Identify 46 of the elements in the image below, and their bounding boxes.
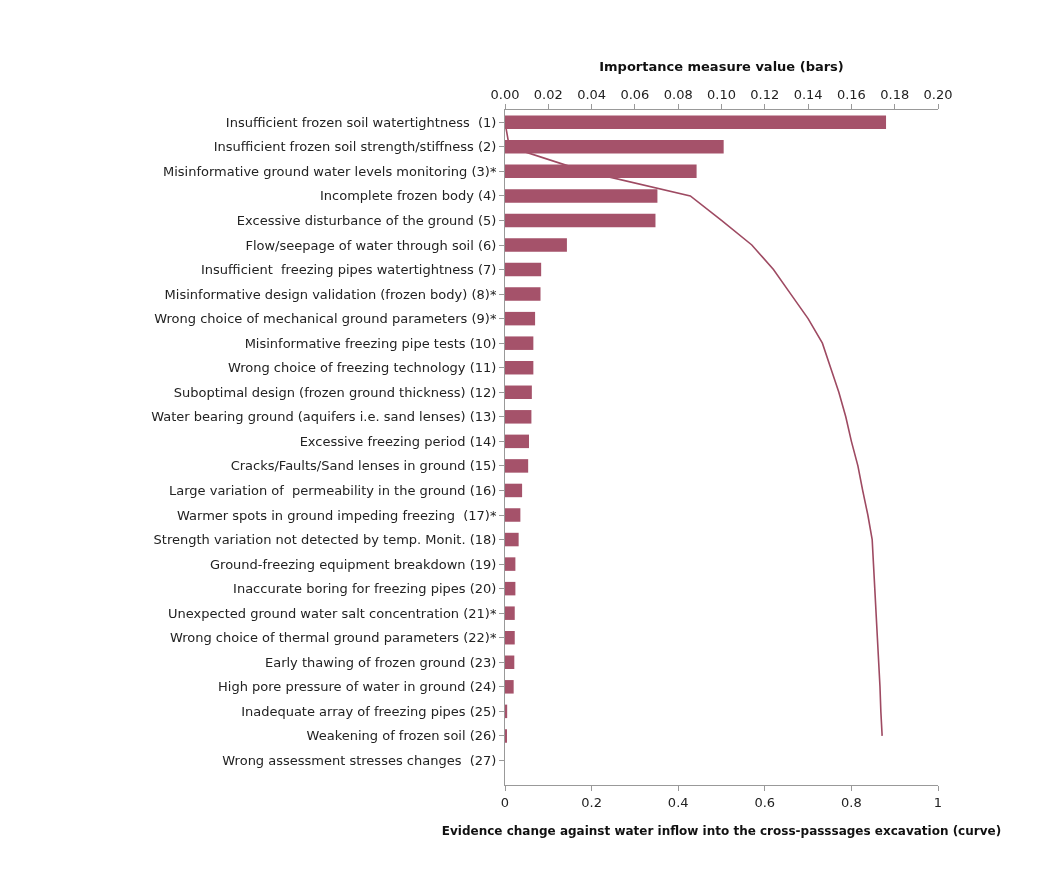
x-tick-label: 0: [500, 794, 510, 810]
y-tick-label: Unexpected ground water salt concentration (21)*: [168, 605, 497, 621]
y-tick-label: Wrong assessment stresses changes (27): [222, 753, 497, 768]
y-tick-label: Large variation of permeability in the ground (16): [169, 483, 497, 498]
y-tick-label: Misinformative ground water levels monitoring (3)*: [162, 163, 497, 179]
y-tick-label: Wrong choice of mechanical ground parameters (9)*: [154, 311, 497, 327]
x-tick-label: 1: [933, 794, 943, 810]
y-tick-label: Misinformative design validation (frozen body) (8)*: [164, 286, 497, 302]
y-tick-label: Wrong choice of freezing technology (11): [227, 360, 497, 376]
x-tick-label: 0.2: [581, 794, 602, 810]
y-tick-label: Suboptimal design (frozen ground thickness) (12): [173, 384, 497, 400]
x2-tick-label: 0.12: [750, 86, 780, 102]
y-tick-label: Warmer spots in ground impeding freezing (17)*: [177, 507, 497, 523]
y-tick-label: Insufficient frozen soil strength/stiffness (2): [213, 139, 497, 155]
x2-tick-label: 0.20: [923, 86, 953, 102]
y-tick-label: Strength variation not detected by temp. Monit. (18): [153, 532, 497, 548]
x2-tick-label: 0.10: [707, 86, 736, 102]
x2-tick-label: 0.06: [620, 86, 650, 102]
x-tick-label: 0.4: [667, 794, 689, 810]
y-tick-label: Insufficient freezing pipes watertightness (7): [201, 262, 497, 278]
y-tick-label: Excessive disturbance of the ground (5): [236, 213, 497, 228]
x-axis-title: Evidence change against water inflow into the cross-passsages excavation (curve): [441, 824, 1002, 839]
y-tick-label: Wrong choice of thermal ground parameters (22)*: [169, 630, 497, 646]
y-tick-label: High pore pressure of water in ground (24): [218, 679, 497, 695]
x-tick-label: 0.6: [754, 794, 776, 810]
y-tick-label: Inadequate array of freezing pipes (25): [241, 703, 497, 719]
y-tick-label: Cracks/Faults/Sand lenses in ground (15): [230, 458, 497, 474]
x2-tick-label: 0.16: [836, 86, 866, 102]
y-tick-label: Water bearing ground (aquifers i.e. sand lenses) (13): [151, 409, 497, 425]
y-tick-label: Flow/seepage of water through soil (6): [245, 237, 497, 253]
x2-tick-label: 0.04: [577, 86, 607, 102]
x2-tick-label: 0.08: [663, 86, 693, 102]
y-tick-label: Early thawing of frozen ground (23): [264, 654, 497, 670]
y-tick-label: Ground-freezing equipment breakdown (19): [210, 556, 497, 572]
y-tick-label: Incomplete frozen body (4): [319, 188, 497, 204]
x2-axis-title: Importance measure value (bars): [599, 58, 844, 74]
y-tick-label: Excessive freezing period (14): [299, 433, 497, 449]
y-tick-label: Misinformative freezing pipe tests (10): [244, 335, 497, 351]
x-tick-label: 0.8: [841, 794, 862, 810]
x2-tick-label: 0.00: [490, 86, 520, 102]
x2-tick-label: 0.14: [793, 86, 823, 102]
y-tick-label: Inaccurate boring for freezing pipes (20): [233, 581, 497, 597]
x2-tick-label: 0.02: [533, 86, 563, 102]
x2-tick-label: 0.18: [880, 86, 910, 102]
y-tick-label: Weakening of frozen soil (26): [306, 728, 497, 744]
y-tick-label: Insufficient frozen soil watertightness (1): [225, 114, 497, 130]
